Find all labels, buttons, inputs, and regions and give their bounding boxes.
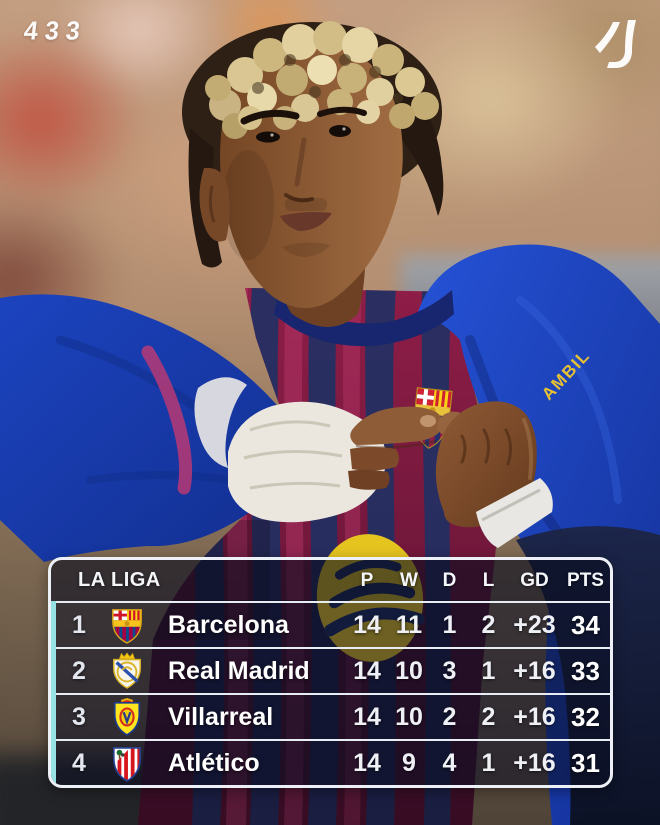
- rank: 1: [72, 610, 86, 639]
- sleeve-cuff: [476, 478, 553, 548]
- rank: 3: [72, 702, 86, 731]
- stat-drawn: 3: [442, 656, 457, 685]
- stat-lost: 2: [481, 610, 496, 639]
- stat-won: 10: [395, 702, 423, 731]
- crest-atletico-icon: [102, 744, 152, 782]
- team-name: Real Madrid: [168, 656, 310, 685]
- stat-won: 10: [395, 656, 423, 685]
- ear: [199, 167, 230, 242]
- stat-played: 14: [353, 610, 381, 639]
- stat-points: 34: [571, 609, 600, 640]
- player-head: [182, 21, 444, 327]
- rank: 2: [72, 656, 86, 685]
- stat-won: 11: [395, 610, 423, 639]
- table-rows: 1: [51, 601, 610, 785]
- table-row-villarreal: 3 Villarreal 14 10 2 2 +16 32: [56, 693, 610, 739]
- table-row-atletico: 4 Atlético: [56, 739, 610, 785]
- rank: 4: [72, 748, 86, 777]
- stat-gd: +16: [513, 656, 556, 685]
- col-header-gd: GD: [520, 569, 549, 591]
- table-row-barcelona: 1: [56, 601, 610, 647]
- stat-points: 33: [571, 655, 600, 686]
- blond-curls: [205, 21, 439, 139]
- table-row-real-madrid: 2 Real Madrid 14 10 3 1 +16 33: [56, 647, 610, 693]
- face-features: [240, 106, 367, 257]
- jersey-collar: [274, 290, 454, 347]
- col-header-d: D: [442, 569, 457, 591]
- stat-drawn: 1: [442, 610, 457, 639]
- shoulder-seam: [141, 345, 193, 495]
- pointing-finger: [350, 406, 444, 445]
- stat-played: 14: [353, 702, 381, 731]
- stat-lost: 1: [481, 656, 496, 685]
- stat-lost: 2: [481, 702, 496, 731]
- sleeve-logo-patch: [194, 377, 247, 468]
- stat-drawn: 2: [442, 702, 457, 731]
- stat-played: 14: [353, 656, 381, 685]
- taped-hand: [228, 401, 444, 523]
- stat-gd: +23: [513, 610, 556, 639]
- stat-drawn: 4: [442, 748, 457, 777]
- laliga-logo-icon: [595, 20, 636, 68]
- team-name: Barcelona: [168, 610, 289, 639]
- watermark-433: 433: [22, 16, 89, 46]
- crest-villarreal-icon: [102, 698, 152, 736]
- table-title: LA LIGA: [78, 569, 161, 591]
- team-name: Atlético: [168, 748, 260, 777]
- fist-hand: [435, 401, 553, 548]
- team-name: Villarreal: [168, 702, 274, 731]
- stat-points: 32: [571, 701, 600, 732]
- stat-gd: +16: [513, 702, 556, 731]
- col-header-l: L: [482, 569, 495, 591]
- col-header-pts: PTS: [567, 569, 604, 591]
- jersey-blue-left: [0, 294, 292, 562]
- crest-barcelona-icon: [102, 606, 152, 644]
- table-header: LA LIGA P W D L GD PTS: [51, 560, 610, 601]
- stat-lost: 1: [481, 748, 496, 777]
- league-table: LA LIGA P W D L GD PTS 1: [48, 557, 613, 788]
- col-header-p: P: [360, 569, 374, 591]
- crest-real-madrid-icon: [102, 652, 152, 690]
- stat-gd: +16: [513, 748, 556, 777]
- stat-played: 14: [353, 748, 381, 777]
- col-header-w: W: [400, 569, 418, 591]
- stat-won: 9: [402, 748, 416, 777]
- stat-points: 31: [571, 747, 600, 778]
